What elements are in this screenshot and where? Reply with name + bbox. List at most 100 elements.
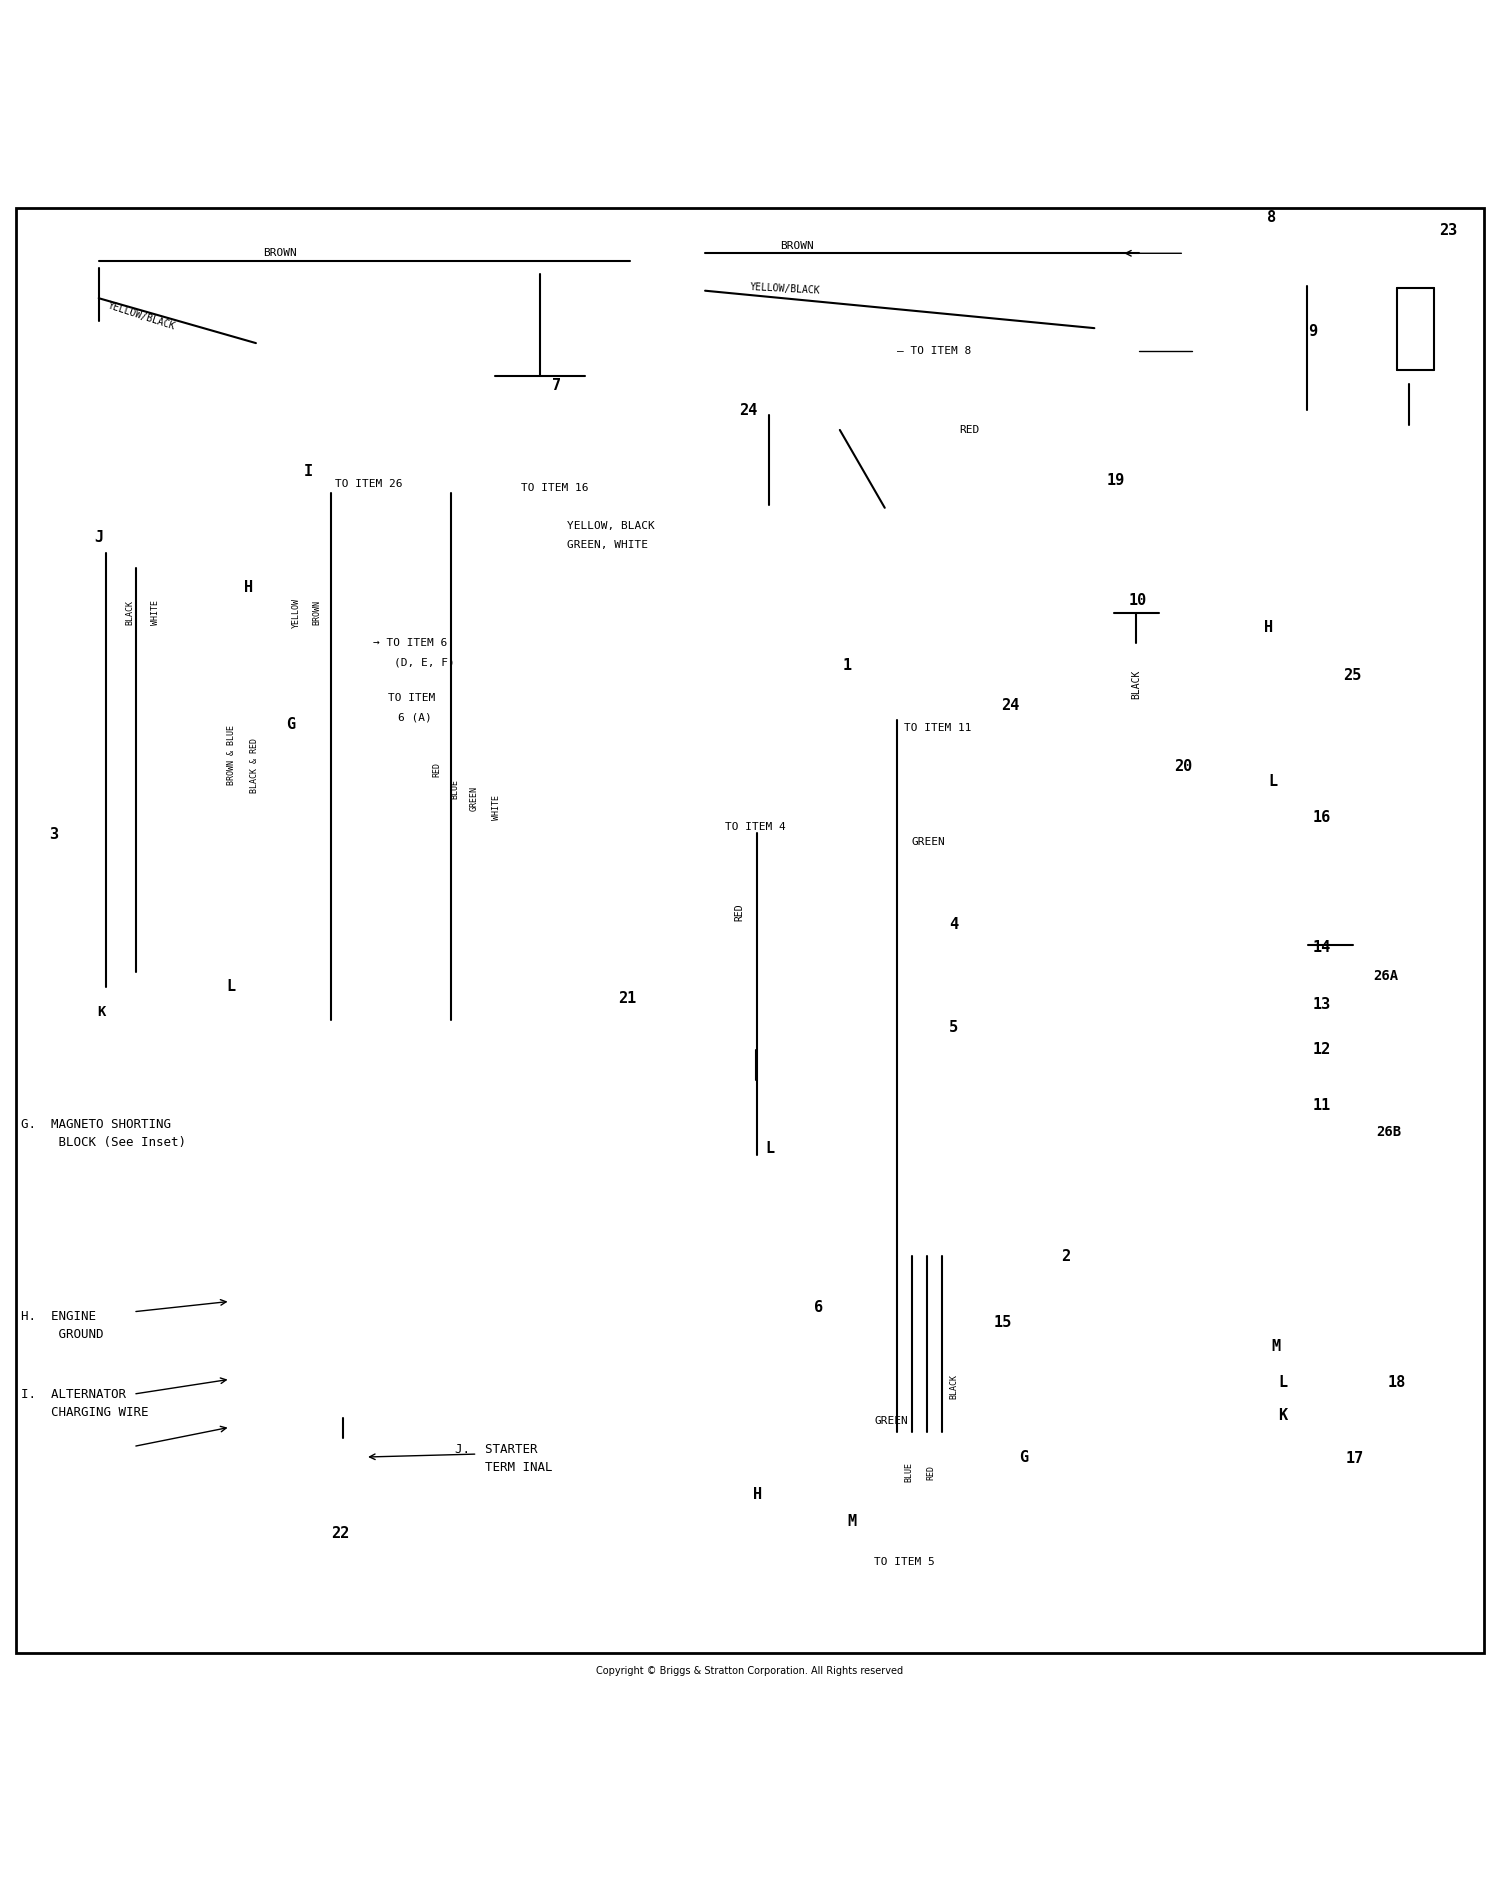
Text: L: L	[1278, 1375, 1287, 1390]
Text: 18: 18	[1388, 1375, 1406, 1390]
Text: I: I	[304, 463, 313, 479]
Bar	[844, 495, 871, 512]
Circle shape	[1308, 1027, 1347, 1066]
Bar	[254, 1063, 615, 1215]
Circle shape	[1276, 1375, 1300, 1398]
Text: BLOCK (See Inset): BLOCK (See Inset)	[21, 1136, 186, 1149]
Bar	[1024, 495, 1051, 512]
Text: J.  STARTER: J. STARTER	[454, 1443, 537, 1456]
Circle shape	[72, 533, 126, 588]
Text: 19: 19	[1107, 473, 1125, 488]
Ellipse shape	[330, 322, 452, 335]
Text: J: J	[94, 529, 104, 544]
Bar	[74, 330, 123, 354]
Ellipse shape	[330, 767, 452, 780]
Bar	[268, 1226, 600, 1379]
Text: BLACK: BLACK	[1131, 671, 1142, 699]
Ellipse shape	[330, 371, 452, 384]
Text: TO ITEM 5: TO ITEM 5	[874, 1556, 934, 1567]
Bar	[1248, 618, 1274, 648]
Text: I.  ALTERNATOR: I. ALTERNATOR	[21, 1389, 126, 1400]
Circle shape	[1326, 1434, 1350, 1458]
Bar	[1276, 239, 1296, 279]
Text: TO ITEM 26: TO ITEM 26	[336, 479, 404, 488]
Text: M: M	[1270, 1340, 1280, 1355]
Text: 6 (A): 6 (A)	[398, 712, 432, 722]
Text: 14: 14	[1312, 940, 1330, 955]
Text: Copyright © Briggs & Stratton Corporation. All Rights reserved: Copyright © Briggs & Stratton Corporatio…	[597, 1665, 903, 1677]
Ellipse shape	[330, 840, 452, 853]
Circle shape	[78, 989, 126, 1036]
Bar	[209, 1063, 660, 1485]
Circle shape	[72, 215, 126, 268]
Circle shape	[1000, 1443, 1028, 1471]
Ellipse shape	[330, 642, 452, 656]
Text: YELLOW, BLACK: YELLOW, BLACK	[567, 520, 656, 531]
Text: YELLOW/BLACK: YELLOW/BLACK	[750, 283, 820, 296]
Text: GREEN: GREEN	[874, 1417, 908, 1426]
Bar	[754, 1260, 774, 1330]
Text: RED: RED	[960, 426, 980, 435]
Text: CHARGING WIRE: CHARGING WIRE	[21, 1405, 148, 1419]
Text: TERM INAL: TERM INAL	[454, 1460, 552, 1473]
Bar	[837, 509, 882, 533]
Circle shape	[760, 398, 778, 414]
Text: 12: 12	[1312, 1042, 1330, 1057]
Circle shape	[1308, 985, 1347, 1025]
Bar	[284, 1063, 585, 1245]
Bar	[209, 1211, 660, 1485]
Text: 21: 21	[618, 991, 636, 1006]
Bar	[507, 697, 600, 759]
Bar	[1158, 757, 1190, 784]
Bar	[1017, 509, 1062, 533]
Text: 24: 24	[1002, 697, 1020, 712]
Text: 8: 8	[1266, 209, 1275, 224]
Ellipse shape	[330, 865, 452, 878]
Text: 26B: 26B	[1376, 1125, 1401, 1140]
Text: BLACK: BLACK	[950, 1373, 958, 1400]
Text: 2: 2	[1062, 1249, 1071, 1264]
Bar	[1300, 857, 1356, 893]
Text: K: K	[1278, 1407, 1287, 1422]
Bar	[822, 509, 1065, 720]
Bar	[957, 509, 1002, 533]
Bar	[834, 1488, 873, 1517]
Bar	[1152, 1242, 1244, 1326]
Text: 3: 3	[50, 827, 58, 842]
Ellipse shape	[330, 938, 452, 953]
Text: RED: RED	[735, 902, 744, 921]
Text: H: H	[1263, 620, 1272, 635]
Bar	[484, 479, 516, 499]
Text: 7: 7	[552, 377, 561, 392]
Text: 16: 16	[1312, 810, 1330, 825]
Ellipse shape	[330, 271, 452, 286]
Text: 5: 5	[950, 1019, 958, 1034]
Circle shape	[1306, 929, 1340, 961]
Text: WHITE: WHITE	[492, 795, 501, 820]
Circle shape	[1299, 1074, 1356, 1130]
Circle shape	[1311, 1085, 1344, 1119]
Circle shape	[324, 1437, 362, 1477]
Text: K: K	[98, 1006, 106, 1019]
Text: GREEN, WHITE: GREEN, WHITE	[567, 541, 648, 550]
Text: TO ITEM 4: TO ITEM 4	[724, 821, 786, 831]
Circle shape	[1228, 765, 1262, 799]
Text: BLUE: BLUE	[450, 780, 459, 799]
Text: RED: RED	[927, 1464, 936, 1479]
Bar	[537, 927, 608, 1012]
Bar	[1122, 241, 1160, 266]
Text: TO ITEM: TO ITEM	[387, 693, 435, 703]
Ellipse shape	[330, 593, 452, 607]
Text: YELLOW/BLACK: YELLOW/BLACK	[106, 301, 177, 332]
Text: 4: 4	[950, 916, 958, 931]
Text: 1: 1	[843, 658, 852, 673]
Bar	[298, 1242, 570, 1364]
Circle shape	[261, 712, 288, 739]
Text: GREEN: GREEN	[470, 786, 478, 810]
Text: BROWN: BROWN	[314, 601, 322, 625]
Circle shape	[1276, 1405, 1300, 1428]
Circle shape	[736, 895, 776, 934]
Text: BROWN & BLUE: BROWN & BLUE	[228, 725, 237, 786]
Text: BLUE: BLUE	[904, 1462, 914, 1483]
Ellipse shape	[330, 569, 452, 582]
